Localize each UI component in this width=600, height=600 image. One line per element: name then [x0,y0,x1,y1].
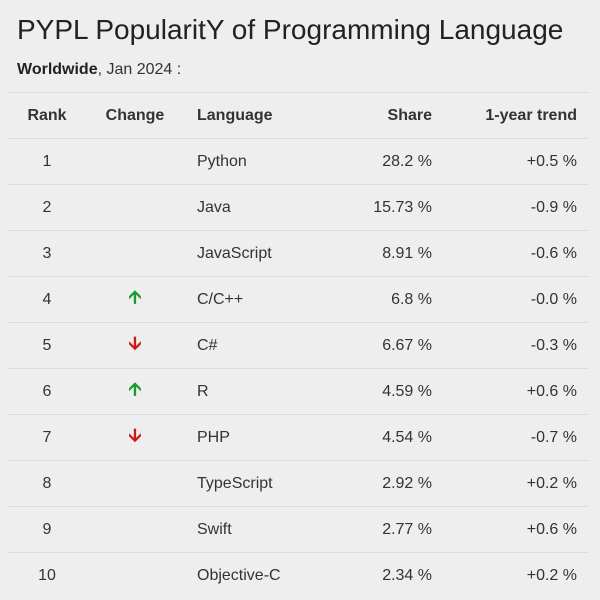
header-share: Share [282,92,432,139]
rank-cell: 4 [8,276,86,323]
trend-cell: +0.5 % [432,138,588,185]
share-cell: 2.77 % [282,506,432,553]
rank-cell: 5 [8,322,86,369]
table-row: 6 🡩 R 4.59 % +0.6 % [8,368,588,415]
language-cell: Python [184,138,282,185]
change-cell [86,184,184,231]
header-trend: 1-year trend [432,92,588,139]
share-cell: 2.92 % [282,460,432,507]
share-cell: 15.73 % [282,184,432,231]
language-cell: TypeScript [184,460,282,507]
change-cell [86,506,184,553]
rank-cell: 3 [8,230,86,277]
region: Worldwide [17,61,98,78]
trend-cell: +0.2 % [432,460,588,507]
date-label: , Jan 2024 : [97,61,182,78]
change-cell [86,460,184,507]
rank-cell: 10 [8,552,86,598]
language-cell: R [184,368,282,415]
change-cell: 🡫 [86,414,184,461]
table-row: 8 TypeScript 2.92 % +0.2 % [8,460,588,507]
change-cell [86,138,184,185]
table-row: 9 Swift 2.77 % +0.6 % [8,506,588,553]
arrow-down-icon: 🡫 [128,332,142,353]
trend-cell: +0.6 % [432,506,588,553]
change-cell [86,230,184,277]
change-cell: 🡫 [86,322,184,369]
header-rank: Rank [8,92,86,139]
language-cell: Swift [184,506,282,553]
header-language: Language [184,92,282,139]
trend-cell: -0.6 % [432,230,588,277]
rank-cell: 9 [8,506,86,553]
table-row: 10 Objective-C 2.34 % +0.2 % [8,552,588,598]
change-cell: 🡩 [86,276,184,323]
change-cell: 🡩 [86,368,184,415]
share-cell: 28.2 % [282,138,432,185]
language-cell: Java [184,184,282,231]
subtitle: Worldwide, Jan 2024 : [17,61,181,79]
language-cell: PHP [184,414,282,461]
table-row: 3 JavaScript 8.91 % -0.6 % [8,230,588,277]
share-cell: 8.91 % [282,230,432,277]
arrow-down-icon: 🡫 [128,424,142,445]
header-change: Change [86,92,184,139]
arrow-up-icon: 🡩 [128,286,142,307]
trend-cell: -0.3 % [432,322,588,369]
share-cell: 6.8 % [282,276,432,323]
page-title: PYPL PopularitY of Programming Language [17,14,564,45]
language-cell: JavaScript [184,230,282,277]
share-cell: 4.54 % [282,414,432,461]
rank-cell: 1 [8,138,86,185]
rank-cell: 7 [8,414,86,461]
trend-cell: -0.7 % [432,414,588,461]
table-row: 5 🡫 C# 6.67 % -0.3 % [8,322,588,369]
table-row: 2 Java 15.73 % -0.9 % [8,184,588,231]
language-cell: C# [184,322,282,369]
language-cell: C/C++ [184,276,282,323]
trend-cell: +0.2 % [432,552,588,598]
table-header: Rank Change Language Share 1-year trend [8,92,588,139]
table-row: 1 Python 28.2 % +0.5 % [8,138,588,185]
share-cell: 4.59 % [282,368,432,415]
rank-cell: 2 [8,184,86,231]
trend-cell: -0.9 % [432,184,588,231]
rank-cell: 8 [8,460,86,507]
language-cell: Objective-C [184,552,282,598]
ranking-table: Rank Change Language Share 1-year trend … [8,92,588,598]
trend-cell: -0.0 % [432,276,588,323]
change-cell [86,552,184,598]
table-row: 7 🡫 PHP 4.54 % -0.7 % [8,414,588,461]
share-cell: 2.34 % [282,552,432,598]
table-row: 4 🡩 C/C++ 6.8 % -0.0 % [8,276,588,323]
rank-cell: 6 [8,368,86,415]
share-cell: 6.67 % [282,322,432,369]
arrow-up-icon: 🡩 [128,378,142,399]
trend-cell: +0.6 % [432,368,588,415]
